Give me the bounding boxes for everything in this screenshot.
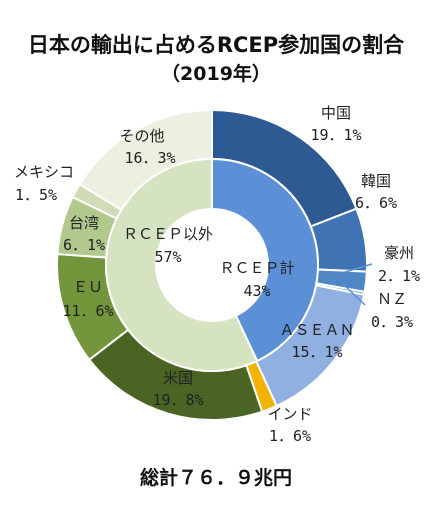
inner-slice-1 xyxy=(105,157,259,372)
others-pct: 16．3% xyxy=(124,149,175,167)
australia-pct: 2．1% xyxy=(378,267,420,285)
leader-lines xyxy=(342,263,373,306)
rcep-other-label: ＲＣＥＰ以外 xyxy=(123,225,213,243)
chart-subtitle: （2019年） xyxy=(161,62,271,85)
eu-pct: 11．6% xyxy=(62,302,113,320)
korea-label: 韓国 xyxy=(361,172,391,190)
korea-pct: 6．6% xyxy=(355,194,397,212)
inner-slice-0 xyxy=(211,157,319,363)
nz-leader-line xyxy=(342,283,366,306)
nz-label: ＮＺ xyxy=(377,290,407,308)
australia-leader-line xyxy=(344,263,373,273)
asean-label: ＡＳＥＡＮ xyxy=(279,321,354,339)
eu-label: ＥＵ xyxy=(73,278,103,296)
chart-title: 日本の輸出に占めるRCEP参加国の割合 xyxy=(28,33,405,57)
others-label: その他 xyxy=(119,127,164,145)
outer-ring xyxy=(56,108,368,421)
total-label: 総計７６．９兆円 xyxy=(140,466,292,489)
rcep-total-pct: 43% xyxy=(243,282,270,300)
india-pct: 1．6% xyxy=(269,427,311,445)
taiwan-pct: 6．1% xyxy=(63,236,105,254)
usa-label: 米国 xyxy=(163,369,193,387)
mexico-pct: 1．5% xyxy=(15,186,57,204)
mexico-label: メキシコ xyxy=(14,163,74,181)
china-pct: 19．1% xyxy=(310,126,361,144)
usa-pct: 19．8% xyxy=(152,391,203,409)
india-label: インド xyxy=(267,405,312,423)
australia-label: 豪州 xyxy=(384,244,414,262)
inner-ring xyxy=(105,157,319,372)
rcep-total-label: ＲＣＥＰ計 xyxy=(219,259,294,277)
taiwan-label: 台湾 xyxy=(69,214,99,232)
asean-pct: 15．1% xyxy=(291,343,342,361)
china-label: 中国 xyxy=(321,104,351,122)
rcep-other-pct: 57% xyxy=(154,248,181,266)
nz-pct: 0．3% xyxy=(371,313,413,331)
